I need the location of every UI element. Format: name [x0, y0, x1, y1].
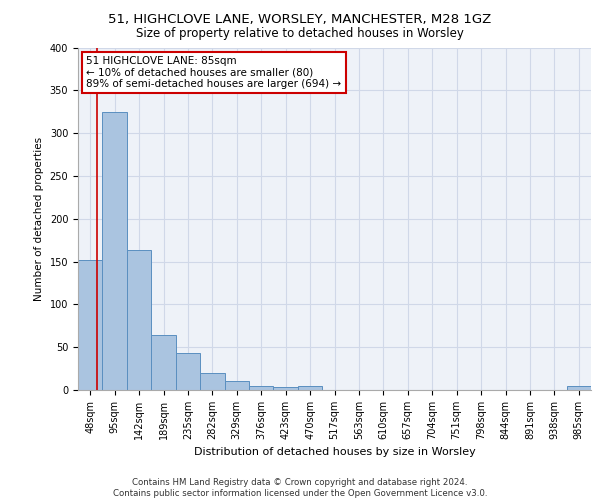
Text: Size of property relative to detached houses in Worsley: Size of property relative to detached ho…	[136, 28, 464, 40]
Text: 51 HIGHCLOVE LANE: 85sqm
← 10% of detached houses are smaller (80)
89% of semi-d: 51 HIGHCLOVE LANE: 85sqm ← 10% of detach…	[86, 56, 341, 90]
Bar	[224, 382, 249, 390]
Bar	[176, 353, 200, 390]
Bar	[566, 386, 591, 390]
Bar	[274, 386, 298, 390]
Bar	[151, 335, 176, 390]
Text: 51, HIGHCLOVE LANE, WORSLEY, MANCHESTER, M28 1GZ: 51, HIGHCLOVE LANE, WORSLEY, MANCHESTER,…	[109, 12, 491, 26]
Bar	[200, 373, 224, 390]
Bar	[249, 386, 274, 390]
Bar	[298, 386, 322, 390]
X-axis label: Distribution of detached houses by size in Worsley: Distribution of detached houses by size …	[194, 448, 475, 458]
Bar	[78, 260, 103, 390]
Y-axis label: Number of detached properties: Number of detached properties	[34, 136, 44, 301]
Text: Contains HM Land Registry data © Crown copyright and database right 2024.
Contai: Contains HM Land Registry data © Crown c…	[113, 478, 487, 498]
Bar	[103, 112, 127, 390]
Bar	[127, 250, 151, 390]
